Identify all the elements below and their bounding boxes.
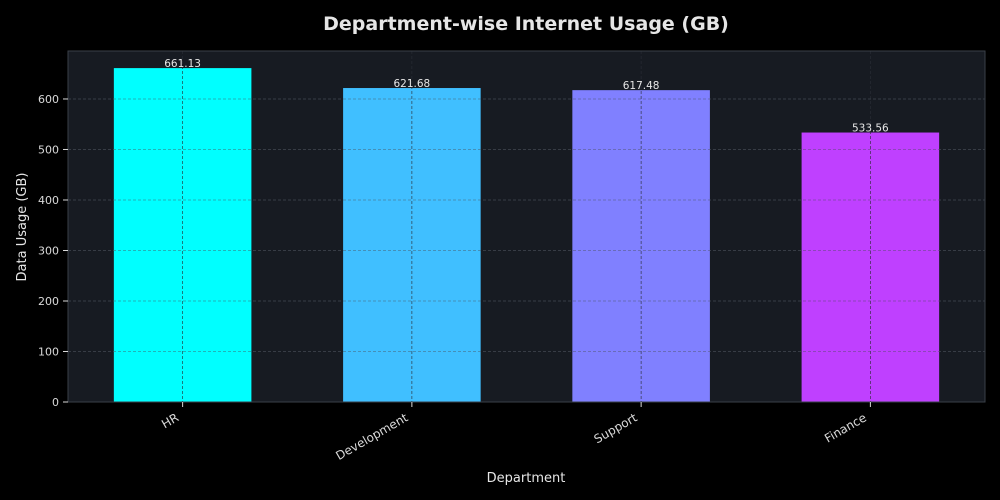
y-axis-ticks: 0 100 200 300 400 500 600 (38, 93, 68, 409)
y-tick-label: 200 (38, 295, 59, 308)
y-tick-label: 300 (38, 244, 59, 257)
bar-value-label: 661.13 (164, 58, 201, 70)
vertical-grid-lines (182, 51, 871, 402)
y-tick-label: 600 (38, 93, 59, 106)
y-tick-label: 100 (38, 345, 59, 358)
y-axis-label: Data Usage (GB) (15, 173, 30, 282)
plot-border (67, 50, 986, 403)
y-tick-label: 500 (38, 143, 59, 156)
chart-title: Department-wise Internet Usage (GB) (323, 13, 729, 35)
bar-value-label: 533.56 (852, 123, 889, 135)
bar-value-label: 621.68 (394, 78, 431, 90)
y-tick-label: 400 (38, 194, 59, 207)
x-axis-label: Department (487, 471, 566, 486)
bar-value-label: 617.48 (623, 80, 660, 92)
bar (343, 88, 481, 402)
y-tick-label: 0 (52, 396, 59, 409)
bar-value-labels: 661.13 621.68 617.48 533.56 (164, 58, 889, 134)
